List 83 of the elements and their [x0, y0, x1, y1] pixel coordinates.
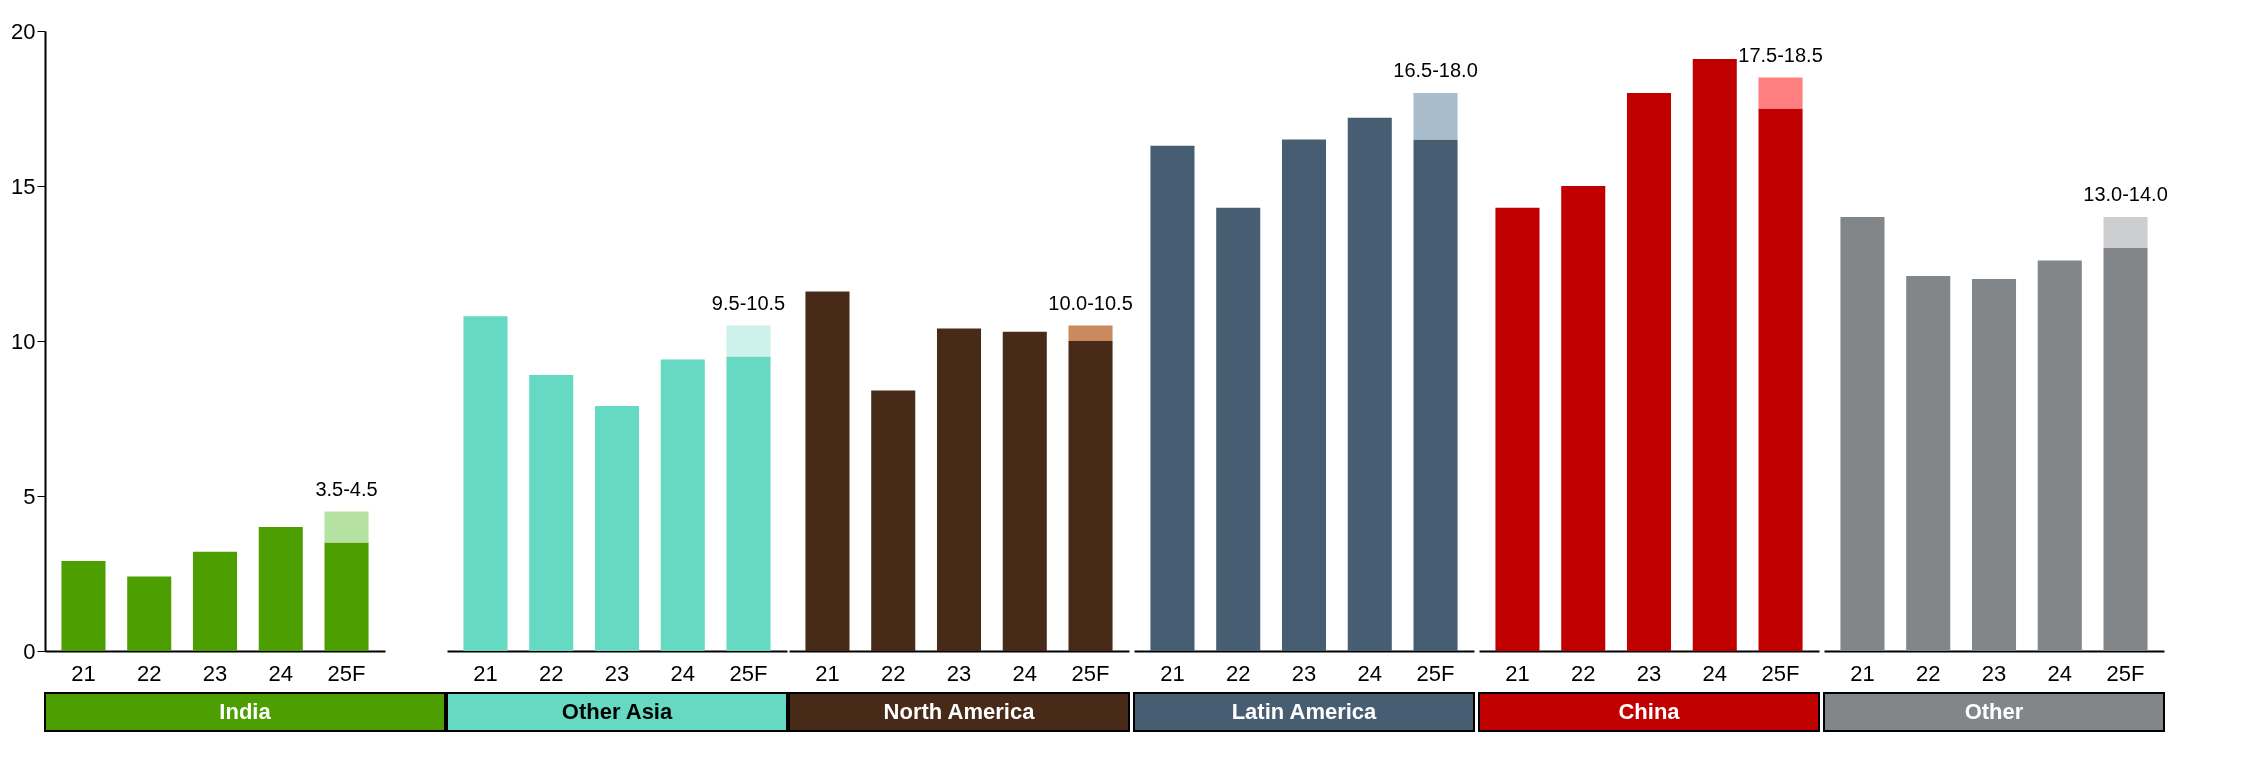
bar	[529, 375, 574, 651]
x-tick-label: 23	[946, 660, 972, 686]
bar	[1068, 325, 1113, 341]
x-tick-label: 24	[1702, 660, 1728, 686]
y-tick-label: 0	[23, 638, 36, 664]
bar	[1413, 93, 1458, 140]
x-tick-label: 22	[1225, 660, 1251, 686]
bar	[1692, 58, 1737, 651]
bar	[1495, 207, 1540, 651]
x-tick-label: 23	[202, 660, 228, 686]
annotation: 3.5-4.5	[315, 477, 378, 500]
bar	[1002, 331, 1047, 651]
x-tick-label: 21	[815, 660, 840, 686]
bar	[805, 291, 850, 651]
bar	[871, 390, 916, 651]
bar	[1971, 279, 2017, 651]
annotation: 13.0-14.0	[2083, 183, 2168, 205]
x-tick-label: 22	[1570, 660, 1596, 686]
bar	[1758, 108, 1803, 651]
x-axis-title: North America	[883, 699, 1036, 724]
bar	[1347, 117, 1392, 651]
bar	[660, 359, 705, 651]
bar	[1561, 186, 1606, 651]
x-tick-label: 25F	[729, 660, 768, 686]
x-axis-title: India	[219, 699, 272, 724]
y-tick-label: 15	[11, 173, 36, 199]
x-tick-label: 24	[670, 660, 696, 686]
bar	[726, 356, 771, 651]
x-tick-label: 24	[268, 660, 294, 686]
bar	[1626, 93, 1672, 651]
bar	[2103, 248, 2148, 651]
x-axis-title: Other Asia	[561, 699, 673, 724]
x-tick-label: 22	[1915, 660, 1941, 686]
bar	[2103, 217, 2148, 248]
x-tick-label: 21	[1505, 660, 1530, 686]
bar	[1281, 139, 1327, 651]
x-tick-label: 23	[1291, 660, 1317, 686]
x-tick-label: 21	[1850, 660, 1875, 686]
bar	[324, 542, 369, 651]
x-tick-label: 23	[1636, 660, 1662, 686]
bar	[192, 551, 238, 651]
bar	[1216, 207, 1261, 651]
annotation: 16.5-18.0	[1393, 59, 1478, 81]
x-tick-label: 21	[473, 660, 498, 686]
bar	[594, 406, 640, 651]
x-tick-label: 24	[1357, 660, 1383, 686]
x-axis-title: Other	[1964, 699, 2024, 724]
x-tick-label: 25F	[1761, 660, 1800, 686]
x-tick-label: 23	[1981, 660, 2007, 686]
x-tick-label: 25F	[2106, 660, 2145, 686]
bar	[1068, 341, 1113, 651]
x-tick-label: 25F	[1071, 660, 1110, 686]
bar	[1840, 217, 1885, 651]
bar	[1150, 145, 1195, 651]
x-tick-label: 24	[2047, 660, 2073, 686]
bar	[324, 511, 369, 543]
annotation: 17.5-18.5	[1738, 43, 1823, 66]
annotation: 9.5-10.5	[711, 291, 786, 314]
x-tick-label: 21	[71, 660, 96, 686]
bar	[258, 527, 303, 651]
x-tick-label: 24	[1012, 660, 1038, 686]
bar	[1906, 275, 1951, 651]
x-tick-label: 22	[880, 660, 906, 686]
y-tick-label: 10	[11, 328, 36, 354]
x-tick-label: 21	[1160, 660, 1185, 686]
x-axis-title: China	[1618, 699, 1681, 724]
x-tick-label: 25F	[327, 660, 366, 686]
x-tick-label: 25F	[1416, 660, 1455, 686]
bar	[726, 325, 771, 357]
annotation: 10.0-10.5	[1048, 291, 1133, 314]
bar	[61, 561, 106, 651]
bar	[127, 576, 172, 651]
x-axis-title: Latin America	[1231, 699, 1378, 724]
x-tick-label: 22	[538, 660, 564, 686]
x-tick-label: 23	[604, 660, 630, 686]
bar	[1413, 139, 1458, 651]
y-tick-label: 5	[23, 483, 36, 509]
y-tick-label: 20	[11, 18, 36, 44]
x-tick-label: 22	[136, 660, 162, 686]
bar	[463, 316, 508, 651]
bar	[1758, 77, 1803, 109]
bar	[936, 328, 982, 651]
bar	[2037, 260, 2082, 651]
